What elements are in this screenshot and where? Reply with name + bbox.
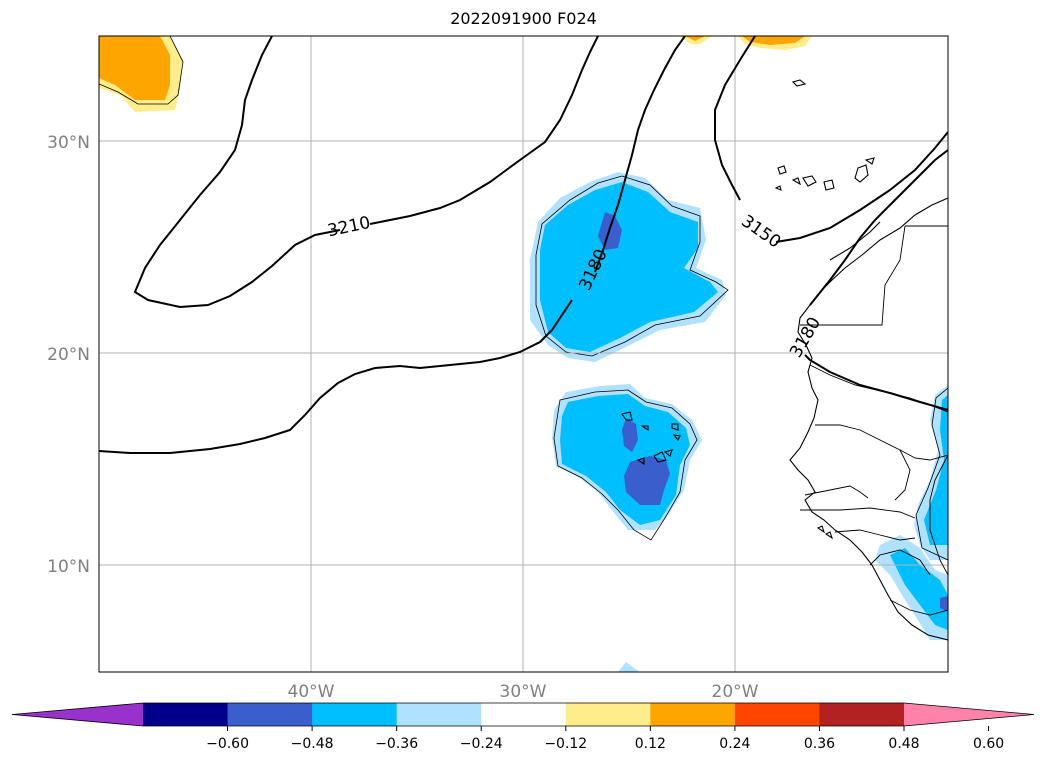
colorbar-extend-max (904, 703, 1034, 726)
colorbar-tick-label: 0.24 (719, 736, 750, 752)
colorbar: −0.60 −0.48 −0.36 −0.24 −0.12 0.12 0.24 0.36 0.4… (11, 702, 1035, 752)
positive-anomaly-north (680, 36, 812, 50)
colorbar-segment (650, 703, 736, 726)
colorbar-segment (819, 703, 905, 726)
lon-label-20w: 20°W (712, 682, 759, 702)
graticule (99, 36, 948, 672)
lat-label-20n: 20°N (47, 345, 90, 365)
colorbar-outline (11, 702, 1035, 727)
height-contours (99, 36, 948, 454)
negative-anomaly-cape-verde (552, 384, 702, 541)
colorbar-tick-label: −0.12 (544, 736, 587, 752)
colorbar-extend-min (12, 703, 143, 726)
colorbar-tick-label: −0.48 (291, 736, 334, 752)
colorbar-tick-label: 0.48 (888, 736, 919, 752)
colorbar-tick-label: −0.36 (375, 736, 418, 752)
lon-label-40w: 40°W (288, 682, 335, 702)
negative-anomaly-north (530, 172, 729, 362)
colorbar-segment (143, 703, 229, 726)
lat-label-10n: 10°N (47, 557, 90, 577)
colorbar-tick-label: 0.36 (804, 736, 835, 752)
colorbar-segment (312, 703, 398, 726)
colorbar-tick-label: −0.24 (460, 736, 503, 752)
lon-label-30w: 30°W (500, 682, 547, 702)
colorbar-segment (227, 703, 313, 726)
positive-anomaly-nw (99, 36, 184, 112)
colorbar-tick-label: 0.12 (635, 736, 666, 752)
negative-anomaly-south (618, 662, 640, 672)
map-border (98, 35, 949, 673)
map-title: 2022091900 F024 (450, 9, 597, 28)
colorbar-tick-label: 0.60 (973, 736, 1004, 752)
colorbar-segment (396, 703, 482, 726)
colorbar-tick-label: −0.60 (206, 736, 249, 752)
coastlines (621, 79, 948, 641)
lat-label-30n: 30°N (47, 133, 90, 153)
colorbar-segment (734, 703, 820, 726)
colorbar-segment (481, 703, 567, 726)
colorbar-segment (565, 703, 651, 726)
